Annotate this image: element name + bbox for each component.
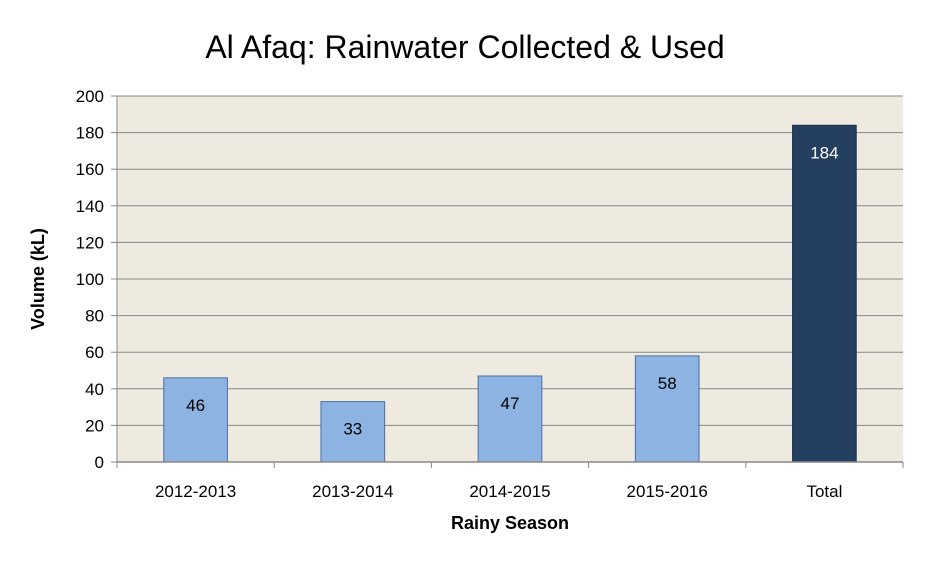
x-tick-labels: 2012-2013 2013-2014 2014-2015 2015-2016 Tota… bbox=[155, 482, 842, 501]
bars bbox=[163, 124, 857, 463]
y-tick-label: 0 bbox=[95, 453, 104, 472]
y-tick-label: 180 bbox=[76, 124, 104, 143]
data-label: 47 bbox=[501, 394, 520, 413]
data-label: 46 bbox=[186, 396, 205, 415]
x-tick-label: 2012-2013 bbox=[155, 482, 236, 501]
y-tick-labels: 0 20 40 60 80 100 120 140 160 180 200 bbox=[76, 87, 104, 472]
x-tick-label: 2013-2014 bbox=[312, 482, 393, 501]
y-axis-title: Volume (kL) bbox=[28, 228, 48, 330]
x-tick-label: 2014-2015 bbox=[469, 482, 550, 501]
y-tick-label: 120 bbox=[76, 233, 104, 252]
y-tick-label: 40 bbox=[85, 380, 104, 399]
y-tick-label: 100 bbox=[76, 270, 104, 289]
chart-title: Al Afaq: Rainwater Collected & Used bbox=[205, 29, 724, 65]
data-label: 58 bbox=[658, 374, 677, 393]
data-label: 184 bbox=[810, 143, 838, 162]
bar bbox=[634, 355, 700, 463]
bar bbox=[477, 375, 543, 463]
y-tick-label: 200 bbox=[76, 87, 104, 106]
y-tick-label: 60 bbox=[85, 343, 104, 362]
y-tick-label: 80 bbox=[85, 307, 104, 326]
data-label: 33 bbox=[343, 420, 362, 439]
bar bbox=[163, 377, 228, 463]
x-tick-label: Total bbox=[806, 482, 842, 501]
x-axis-title: Rainy Season bbox=[451, 513, 569, 533]
y-tick-label: 140 bbox=[76, 197, 104, 216]
data-labels: 46 33 47 58 184 bbox=[186, 143, 838, 438]
axes bbox=[111, 95, 904, 468]
bar-total bbox=[792, 124, 857, 463]
y-tick-label: 20 bbox=[85, 416, 104, 435]
x-tick-label: 2015-2016 bbox=[627, 482, 708, 501]
y-tick-label: 160 bbox=[76, 160, 104, 179]
